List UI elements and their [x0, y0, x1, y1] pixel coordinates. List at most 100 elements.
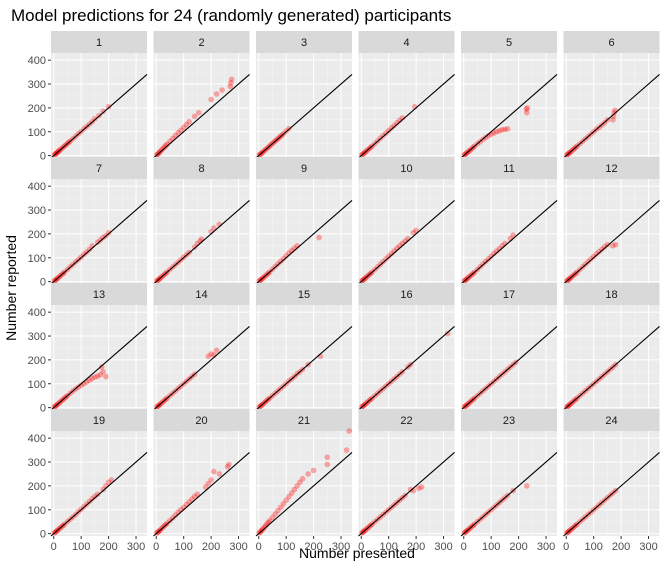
reference-line [460, 200, 558, 285]
x-tick-label: 300 [434, 541, 452, 553]
data-point [493, 128, 500, 135]
data-point [343, 447, 350, 453]
facet-strip [563, 31, 660, 53]
reference-line [153, 200, 250, 285]
data-point [81, 251, 87, 258]
panel-background [461, 53, 557, 158]
data-point [275, 261, 281, 267]
facet-strip [256, 409, 352, 431]
reference-line [255, 74, 353, 159]
data-point [103, 373, 109, 380]
y-tick-label: 400 [28, 307, 46, 319]
data-point [610, 113, 617, 120]
facet-strip [358, 283, 455, 305]
data-point [488, 253, 494, 260]
data-point [92, 374, 98, 380]
facet-panel-14: 14 [153, 283, 250, 411]
facet-strip [461, 409, 557, 431]
data-point [94, 373, 101, 379]
data-point [94, 491, 101, 498]
facet-panel-10: 10 [358, 157, 455, 285]
data-point [89, 375, 95, 382]
facet-strip [563, 157, 660, 179]
x-tick-label: 300 [537, 541, 555, 553]
x-tick-label: 200 [202, 541, 220, 553]
data-point [100, 486, 106, 493]
data-point [83, 249, 90, 255]
panel-background [256, 305, 352, 410]
data-point [491, 130, 497, 136]
y-tick-label: 300 [28, 205, 46, 217]
reference-line [563, 452, 660, 537]
facet-panel-8: 8 [153, 157, 250, 285]
reference-line [255, 326, 353, 411]
y-tick-label: 300 [28, 457, 46, 469]
facet-strip-label: 6 [608, 37, 614, 49]
x-tick-label: 100 [277, 541, 295, 553]
data-point [178, 127, 184, 134]
data-point [599, 246, 605, 252]
facet-strip [51, 157, 147, 179]
data-point [612, 241, 619, 248]
data-point [388, 125, 395, 131]
y-tick-label: 200 [28, 103, 46, 115]
data-point [86, 498, 93, 505]
y-tick-label: 300 [28, 79, 46, 91]
x-tick-label: 200 [509, 541, 527, 553]
data-point [418, 484, 425, 490]
facet-strip-label: 11 [503, 163, 514, 175]
data-point [216, 471, 223, 477]
data-point [272, 511, 279, 517]
panel-background [461, 179, 557, 284]
x-axis-title: Number presented [299, 545, 415, 561]
y-tick-label: 100 [28, 379, 46, 391]
facet-panel-3: 3 [255, 31, 353, 159]
y-axis-title: Number reported [3, 235, 19, 341]
facet-strip-label: 24 [605, 415, 617, 427]
facet-panel-16: 16 [358, 283, 455, 411]
data-point [92, 493, 98, 500]
data-point [186, 118, 192, 125]
panel-background [461, 305, 557, 410]
data-point [211, 468, 217, 475]
data-point [391, 122, 397, 129]
facet-panel-1: 1 0 100 200 300 400 [28, 31, 148, 163]
x-tick-label: 300 [332, 541, 350, 553]
data-point [407, 486, 414, 493]
data-point [324, 454, 331, 461]
y-tick-label: 200 [28, 355, 46, 367]
x-tick-label: 300 [127, 541, 145, 553]
facet-strip-label: 18 [605, 289, 617, 301]
y-tick-label: 400 [28, 181, 46, 193]
panel-background [563, 53, 660, 158]
y-tick-label: 100 [28, 253, 46, 265]
data-point [92, 115, 98, 122]
data-point [604, 241, 611, 248]
facet-panel-4: 4 [358, 31, 455, 159]
data-point [588, 256, 594, 262]
panel-background [358, 179, 455, 284]
data-point [89, 495, 95, 502]
panel-background [153, 305, 250, 410]
facet-strip [153, 409, 250, 431]
y-tick-label: 0 [40, 277, 46, 289]
panel-background [256, 431, 352, 536]
y-tick-label: 100 [28, 127, 46, 139]
data-point [86, 246, 93, 253]
facet-strip [358, 409, 455, 431]
data-point [167, 517, 173, 524]
reference-line [358, 326, 455, 411]
data-point [164, 520, 171, 526]
facet-panel-9: 9 [255, 157, 353, 285]
x-tick-label: 100 [72, 541, 90, 553]
facet-panel-7: 7 0 100 200 300 400 [28, 157, 148, 289]
facet-strip-label: 7 [96, 163, 102, 175]
x-tick-label: 100 [584, 541, 602, 553]
x-tick-label: 0 [563, 541, 569, 553]
panel-background [563, 305, 660, 410]
data-point [385, 127, 392, 134]
data-point [219, 87, 225, 93]
facet-strip-label: 8 [198, 163, 204, 175]
x-tick-label: 100 [174, 541, 192, 553]
